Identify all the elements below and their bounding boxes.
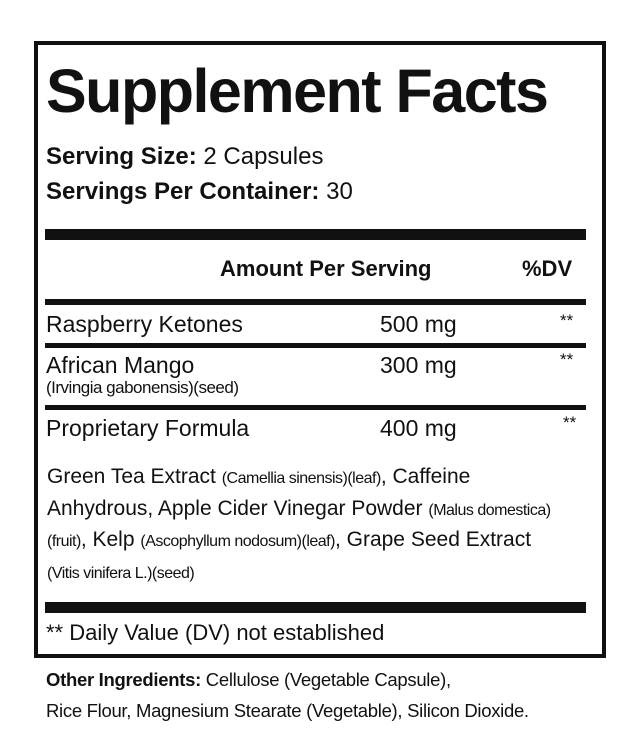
servings-per-container-label: Servings Per Container: [46, 178, 320, 205]
separator: , [80, 528, 93, 551]
row-amount-raspberry-ketones: 500 mg [380, 311, 457, 337]
thick-divider [45, 602, 586, 613]
separator: , [334, 528, 347, 551]
servings-per-container: Servings Per Container: 30 [46, 178, 353, 206]
header-dv: %DV [522, 256, 573, 281]
row-dv-proprietary-formula: ** [563, 413, 577, 432]
ingredient-detail: (Malus domestica)(fruit) [47, 501, 551, 551]
ingredient-acv: Apple Cider Vinegar Powder [157, 496, 429, 520]
ingredient-detail: (Camellia sinensis)(leaf) [221, 470, 382, 487]
ingredient-kelp: Kelp [92, 528, 141, 551]
row-name-african-mango: African Mango [46, 352, 195, 378]
other-ingredients: Other Ingredients: Cellulose (Vegetable … [46, 664, 529, 726]
proprietary-blend-ingredients: Green Tea Extract (Camellia sinensis)(le… [47, 462, 567, 588]
other-ingredients-label: Other Ingredients: [46, 669, 201, 690]
header-divider [45, 299, 586, 305]
row-dv-african-mango: ** [560, 350, 574, 369]
row-dv-raspberry-ketones: ** [560, 311, 574, 330]
row-amount-african-mango: 300 mg [380, 352, 457, 378]
row-subname-african-mango: (Irvingia gabonensis)(seed) [46, 378, 239, 397]
separator: , [380, 465, 393, 488]
row-name-proprietary-formula: Proprietary Formula [46, 415, 250, 441]
ingredient-grape-seed: Grape Seed Extract [346, 528, 532, 551]
row-amount-proprietary-formula: 400 mg [380, 415, 457, 441]
other-ingredients-line2: Rice Flour, Magnesium Stearate (Vegetabl… [46, 700, 529, 721]
ingredient-detail: (Ascophyllum nodosum)(leaf) [140, 533, 335, 550]
ingredient-green-tea: Green Tea Extract [47, 465, 222, 488]
panel-title: Supplement Facts [46, 57, 549, 125]
supplement-facts-panel [34, 41, 606, 658]
servings-per-container-value: 30 [326, 178, 353, 205]
row-divider [45, 343, 586, 348]
row-name-raspberry-ketones: Raspberry Ketones [46, 311, 243, 337]
header-amount: Amount Per Serving [220, 256, 432, 281]
row-divider [45, 405, 586, 410]
thick-divider [45, 229, 586, 240]
footnote: ** Daily Value (DV) not established [46, 620, 385, 645]
serving-size: Serving Size: 2 Capsules [46, 143, 323, 171]
separator: , [147, 496, 158, 520]
serving-size-label: Serving Size: [46, 143, 197, 170]
ingredient-caffeine: Caffeine Anhydrous [47, 465, 471, 520]
serving-size-value: 2 Capsules [203, 143, 324, 170]
ingredient-detail: (Vitis vinifera L.)(seed) [47, 564, 195, 582]
other-ingredients-line1: Cellulose (Vegetable Capsule), [200, 669, 451, 690]
